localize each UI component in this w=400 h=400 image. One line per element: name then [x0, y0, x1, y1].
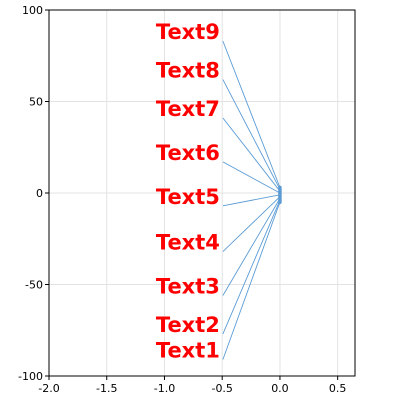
annotation-arrow	[222, 40, 281, 188]
data-points	[278, 185, 282, 204]
annotation-label: Text8	[156, 59, 220, 83]
y-tick-label: 50	[29, 96, 43, 109]
x-tick-label: -0.5	[211, 382, 232, 395]
y-tick-label: -50	[25, 279, 43, 292]
y-tick-label: 100	[22, 4, 43, 17]
y-tick-label: -100	[18, 370, 43, 383]
x-tick-label: -2.0	[38, 382, 59, 395]
annotation-label: Text3	[156, 274, 220, 298]
annotation-label: Text2	[156, 313, 220, 337]
annotation-arrow	[222, 194, 281, 207]
plot-frame	[48, 9, 356, 377]
y-axis: -100 -50 0 50 100	[18, 4, 49, 383]
annotation-arrows	[222, 40, 281, 360]
annotation-label: Text1	[156, 339, 220, 363]
annotation-arrow	[222, 161, 281, 194]
annotation-label: Text9	[156, 20, 220, 44]
annotation-arrow	[222, 198, 281, 296]
annotation-label: Text5	[156, 185, 220, 209]
x-tick-label: 0.5	[329, 382, 347, 395]
data-point	[278, 185, 282, 190]
annotation-arrow	[222, 196, 281, 252]
y-tick-label: 0	[36, 187, 43, 200]
annotation-arrow	[222, 200, 281, 335]
x-tick-label: -1.5	[96, 382, 117, 395]
x-tick-label: -1.0	[154, 382, 175, 395]
annotation-label: Text7	[156, 97, 220, 121]
annotation-label: Text6	[156, 141, 220, 165]
x-tick-label: 0.0	[271, 382, 289, 395]
x-axis: -2.0 -1.5 -1.0 -0.5 0.0 0.5	[38, 376, 346, 395]
annotation-label: Text4	[156, 231, 220, 255]
annotation-arrow	[222, 201, 281, 360]
annotation-arrow	[222, 79, 281, 190]
annotation-arrow	[222, 117, 281, 192]
